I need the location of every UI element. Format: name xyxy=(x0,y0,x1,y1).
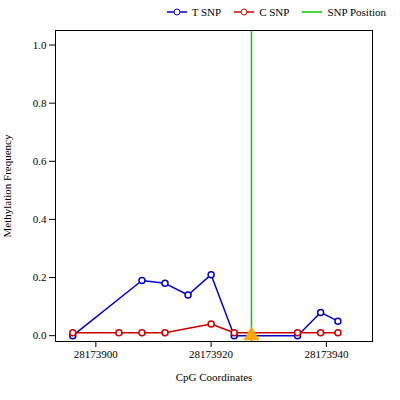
svg-text:1.0: 1.0 xyxy=(33,39,47,51)
svg-text:0.0: 0.0 xyxy=(33,329,47,341)
html-text:SNP Position: SNP Position xyxy=(327,6,386,18)
svg-text:0.8: 0.8 xyxy=(33,97,47,109)
html-text:T SNP: T SNP xyxy=(191,6,222,18)
svg-text:Methylation Frequency: Methylation Frequency xyxy=(1,134,13,237)
svg-text:28173900: 28173900 xyxy=(74,348,119,360)
html-text:C SNP: C SNP xyxy=(259,6,290,18)
svg-text:0.4: 0.4 xyxy=(33,213,47,225)
svg-text:0.6: 0.6 xyxy=(33,155,47,167)
svg-text:0.2: 0.2 xyxy=(33,271,47,283)
svg-text:CpG Coordinates: CpG Coordinates xyxy=(176,371,253,383)
svg-text:28173920: 28173920 xyxy=(189,348,234,360)
svg-text:28173940: 28173940 xyxy=(304,348,349,360)
